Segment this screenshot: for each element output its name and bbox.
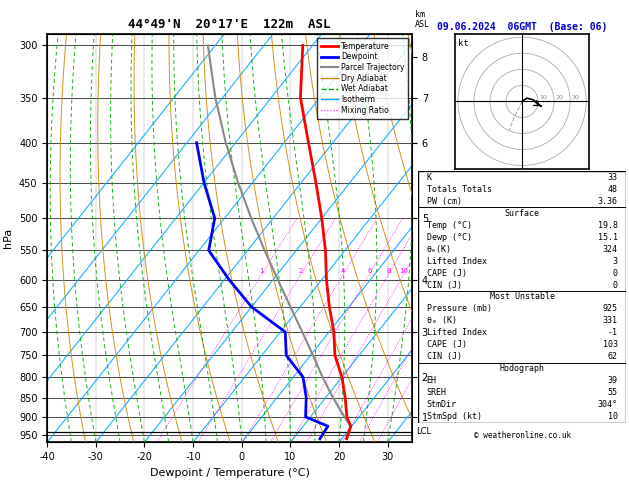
Text: kt: kt (458, 39, 469, 48)
Text: 324: 324 (603, 244, 618, 254)
Text: StmDir: StmDir (426, 400, 457, 409)
Text: CAPE (J): CAPE (J) (426, 269, 467, 278)
Text: Most Unstable: Most Unstable (489, 293, 555, 301)
Text: 8: 8 (386, 268, 391, 274)
Text: Pressure (mb): Pressure (mb) (426, 304, 492, 313)
Text: 33: 33 (608, 173, 618, 182)
Text: CIN (J): CIN (J) (426, 280, 462, 290)
Text: 62: 62 (608, 352, 618, 362)
Text: Lifted Index: Lifted Index (426, 329, 487, 337)
Text: K: K (426, 173, 431, 182)
Title: 44°49'N  20°17'E  122m  ASL: 44°49'N 20°17'E 122m ASL (128, 18, 331, 32)
Text: Dewp (°C): Dewp (°C) (426, 233, 472, 242)
Text: LCL: LCL (416, 427, 431, 436)
Text: Hodograph: Hodograph (499, 364, 545, 373)
Text: θₑ (K): θₑ (K) (426, 316, 457, 326)
Text: 30: 30 (572, 95, 580, 100)
X-axis label: Dewpoint / Temperature (°C): Dewpoint / Temperature (°C) (150, 468, 309, 478)
Text: EH: EH (426, 376, 437, 385)
Text: 20: 20 (556, 95, 564, 100)
Text: Temp (°C): Temp (°C) (426, 221, 472, 229)
Text: 4: 4 (341, 268, 345, 274)
Text: Surface: Surface (504, 208, 540, 218)
Text: 19.8: 19.8 (598, 221, 618, 229)
Text: 09.06.2024  06GMT  (Base: 06): 09.06.2024 06GMT (Base: 06) (437, 21, 607, 32)
Text: 2: 2 (299, 268, 303, 274)
Text: 10: 10 (608, 412, 618, 421)
Text: 925: 925 (603, 304, 618, 313)
Y-axis label: hPa: hPa (3, 228, 13, 248)
Text: -1: -1 (608, 329, 618, 337)
Text: 304°: 304° (598, 400, 618, 409)
Text: SREH: SREH (426, 388, 447, 398)
Text: 0: 0 (613, 280, 618, 290)
Text: 6: 6 (367, 268, 372, 274)
Text: PW (cm): PW (cm) (426, 197, 462, 206)
Text: Lifted Index: Lifted Index (426, 257, 487, 265)
Legend: Temperature, Dewpoint, Parcel Trajectory, Dry Adiabat, Wet Adiabat, Isotherm, Mi: Temperature, Dewpoint, Parcel Trajectory… (317, 38, 408, 119)
Text: 10: 10 (399, 268, 408, 274)
Text: CAPE (J): CAPE (J) (426, 340, 467, 349)
Text: θₑ(K): θₑ(K) (426, 244, 452, 254)
Text: 0: 0 (613, 269, 618, 278)
Text: 103: 103 (603, 340, 618, 349)
Text: 1: 1 (259, 268, 264, 274)
Text: 15.1: 15.1 (598, 233, 618, 242)
Text: 3: 3 (613, 257, 618, 265)
Text: km
ASL: km ASL (415, 10, 430, 29)
Text: 3.36: 3.36 (598, 197, 618, 206)
Text: StmSpd (kt): StmSpd (kt) (426, 412, 482, 421)
Text: 55: 55 (608, 388, 618, 398)
Text: CIN (J): CIN (J) (426, 352, 462, 362)
Text: 39: 39 (608, 376, 618, 385)
Text: 10: 10 (540, 95, 547, 100)
Text: 331: 331 (603, 316, 618, 326)
Text: © weatheronline.co.uk: © weatheronline.co.uk (474, 431, 571, 440)
Text: 48: 48 (608, 185, 618, 193)
Text: Totals Totals: Totals Totals (426, 185, 492, 193)
